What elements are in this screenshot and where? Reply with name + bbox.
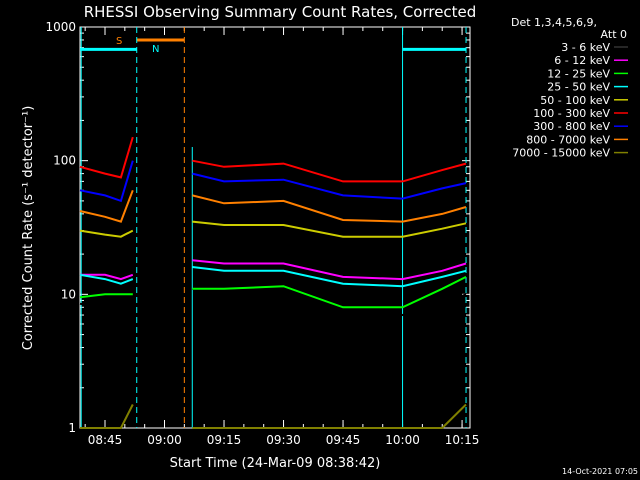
series-line	[79, 273, 134, 285]
x-tick-label: 10:00	[385, 433, 420, 447]
x-tick-label: 09:15	[207, 433, 242, 447]
series-line	[192, 276, 467, 309]
series-line	[192, 220, 467, 238]
series-line	[79, 302, 134, 313]
series-line	[192, 403, 467, 429]
series-line	[79, 160, 134, 203]
x-axis: 08:45 09:00 09:15 09:30 09:45 10:00 10:15	[84, 27, 480, 447]
legend-label: 25 - 50 keV	[547, 81, 610, 94]
x-axis-label: Start Time (24-Mar-09 08:38:42)	[170, 456, 381, 471]
series-line	[192, 172, 467, 200]
x-tick-label: 10:15	[445, 433, 480, 447]
legend-header-line2: Att 0	[601, 28, 627, 41]
series-line	[192, 194, 467, 223]
chart-title: RHESSI Observing Summary Count Rates, Co…	[84, 3, 477, 21]
series-group	[79, 136, 467, 429]
attenuator-markers: S N	[80, 27, 467, 428]
x-tick-label: 09:30	[266, 433, 301, 447]
series-line	[79, 229, 134, 238]
series-line	[80, 404, 134, 429]
legend-header-line1: Det 1,3,4,5,6,9,	[511, 16, 597, 29]
series-line	[192, 159, 467, 183]
y-tick-label: 1	[68, 421, 76, 435]
y-tick-label: 100	[53, 154, 76, 168]
legend-label: 12 - 25 keV	[547, 67, 610, 80]
legend-label: 3 - 6 keV	[561, 41, 610, 54]
legend-label: 7000 - 15000 keV	[512, 147, 610, 160]
legend-label: 100 - 300 keV	[533, 107, 610, 120]
y-axis: 1 10 100 1000	[45, 20, 470, 435]
series-line	[79, 136, 134, 179]
legend-label: 50 - 100 keV	[540, 94, 610, 107]
series-line	[80, 273, 134, 281]
series-line	[192, 259, 467, 281]
series-line	[192, 266, 467, 288]
x-tick-label: 09:45	[326, 433, 361, 447]
series-line	[79, 189, 134, 223]
n-flag-label: N	[152, 44, 159, 55]
series-line	[192, 287, 467, 321]
series-line	[79, 293, 133, 299]
legend-label: 800 - 7000 keV	[526, 133, 610, 146]
x-tick-label: 09:00	[147, 433, 182, 447]
legend-label: 300 - 800 keV	[533, 120, 610, 133]
y-tick-label: 1000	[45, 20, 76, 34]
x-tick-label: 08:45	[88, 433, 123, 447]
s-flag-label: S	[116, 36, 122, 47]
footer-date: 14-Oct-2021 07:05	[562, 467, 638, 476]
legend-label: 6 - 12 keV	[554, 54, 610, 67]
y-tick-label: 10	[61, 287, 76, 301]
y-axis-label: Corrected Count Rate (s⁻¹ detector⁻¹)	[21, 106, 36, 351]
